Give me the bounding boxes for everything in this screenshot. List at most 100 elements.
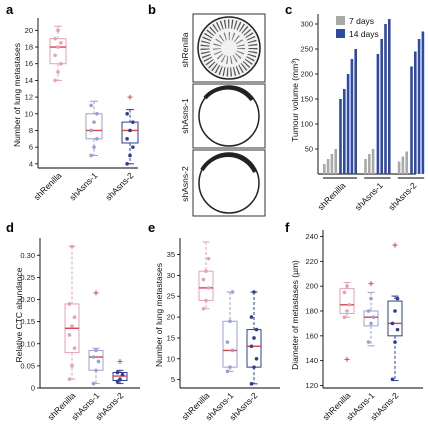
panel-f-ytick-label: 120 [305,381,318,390]
panel-d-point-2 [120,372,125,377]
panel-f-point-2 [393,340,397,344]
panel-a-point-2 [128,153,132,158]
panel-d-ytick-label: 0.20 [20,295,35,304]
panel-d-point-0 [67,377,72,381]
panel-a-point-1 [92,120,96,124]
panel-a-ytick-label: 8 [29,126,33,135]
panel-a-point-0 [56,45,60,49]
panel-f-ytick-label: 160 [305,331,318,340]
panel-c-bar-14days-0 [339,99,342,174]
panel-a-outlier-2 [127,94,133,100]
panel-a-point-2 [125,111,129,116]
panel-a-point-2 [131,120,135,124]
panel-a-ytick-label: 4 [29,159,33,168]
panel-a-point-0 [59,61,63,66]
panel-f-box-2 [387,300,403,337]
panel-d-plot: 00.050.100.150.200.250.30shRenillashAsns… [20,238,140,422]
panel-f-outlier-2 [392,242,398,248]
panel-a-plot: 4 6 8 10 12 14 16 18 20 shRenilla shAsns-1 shAsns-2 [25,18,139,202]
panel-e-point-1 [225,369,230,374]
panel-f-point-0 [342,315,347,320]
panel-e-point-0 [206,256,211,261]
panel-a-point-1 [89,153,93,158]
panel-d-ylabel: Relative CTC abundance [14,267,24,362]
panel-e-box-0 [198,270,214,301]
panel-a-ytick-label: 18 [25,43,33,52]
panel-d-point-2 [115,379,120,384]
panel-a-category-label-2: shAsns-2 [103,170,135,202]
panel-d-point-1 [96,359,101,364]
panel-f-point-2 [390,321,395,326]
panel-e-point-0 [204,298,208,303]
panel-f-plot: 120140160180200220240shRenillashAsns-1sh… [305,230,423,422]
panel-c-legend-label-14days: 14 days [349,29,379,39]
panel-d-point-1 [91,381,96,386]
panel-d-point-1 [91,355,96,359]
panel-e-point-2 [254,357,259,361]
panel-d-point-0 [70,324,74,328]
panel-c-category-label-2: shAsns-2 [386,180,418,212]
panel-label-c: c [285,2,292,17]
panel-a-point-1 [95,137,99,141]
panel-f-outlier-1 [368,281,374,287]
panel-a-point-2 [128,128,132,133]
panel-c-bar-7days-0 [326,159,330,174]
panel-f-point-0 [347,302,352,307]
panel-f-outlier-0 [344,356,350,362]
panel-e-point-1 [228,365,232,369]
panel-f-point-0 [342,290,347,295]
dish-shasns-1-edge [203,85,254,102]
panel-e-box-1 [222,320,238,368]
panel-d-ytick-label: 0.05 [20,361,35,370]
panel-c-category-label-1: shAsns-1 [353,180,385,212]
panel-b-label-shrenilla: shRenilla [180,32,190,67]
panel-a-point-1 [89,128,93,133]
panel-e-point-0 [204,269,208,274]
panel-d-point-2 [115,370,120,375]
panel-a-point-0 [56,28,60,33]
panel-d-point-1 [94,368,98,373]
dish-shasns-2 [198,152,260,214]
panel-f-point-2 [390,377,395,382]
panel-c-legend-label-7days: 7 days [349,16,374,26]
panel-c-bar-14days-2 [414,51,417,174]
panel-c-ytick-label: 300 [300,20,313,29]
panel-a-point-2 [125,162,129,166]
panel-c-bar-7days-1 [368,154,371,174]
panel-c-bar-14days-0 [346,74,350,174]
panel-e-point-1 [225,340,230,344]
panel-e-ytick-label: 5 [171,375,175,384]
panel-f-point-1 [366,340,371,344]
panel-d-point-0 [67,333,72,337]
panel-e-point-2 [254,327,259,332]
panel-a-point-1 [95,111,99,116]
panel-e-point-0 [206,286,211,290]
panel-label-b: b [148,2,156,17]
panel-d-point-0 [70,364,74,368]
panel-a-point-1 [89,103,93,108]
panel-c-bar-7days-1 [371,149,375,174]
panel-e-point-1 [230,290,235,294]
panel-f-box-1 [363,310,379,327]
panel-f-point-2 [395,327,400,332]
panel-a-ylabel: Number of lung metastases [12,43,22,147]
panel-e-ytick-label: 30 [167,271,175,280]
panel-d-outlier-2 [117,358,123,364]
panel-e-point-1 [228,319,232,324]
panel-b-label-shasns-1: shAsns-1 [180,98,190,134]
panel-e-point-0 [201,306,206,311]
panel-e-point-2 [252,290,256,294]
panel-a-ytick-label: 12 [25,93,33,102]
panel-c-plot: 50 100 150 200 250 300 shRenilla shAsns-1 shAsns… [300,14,425,212]
panel-b-label-shasns-2: shAsns-2 [180,166,190,202]
panel-d-point-2 [118,377,122,381]
panel-c-legend-swatch-7days [336,16,345,25]
panel-c-ytick-label: 100 [300,120,313,129]
panel-e-ytick-label: 10 [167,354,175,363]
panel-e-ylabel: Number of lung metastases [154,263,164,367]
panel-c-bar-14days-2 [421,31,425,174]
panel-a-point-0 [59,41,63,45]
panel-e-point-2 [249,315,254,319]
panel-a-point-0 [53,78,57,83]
